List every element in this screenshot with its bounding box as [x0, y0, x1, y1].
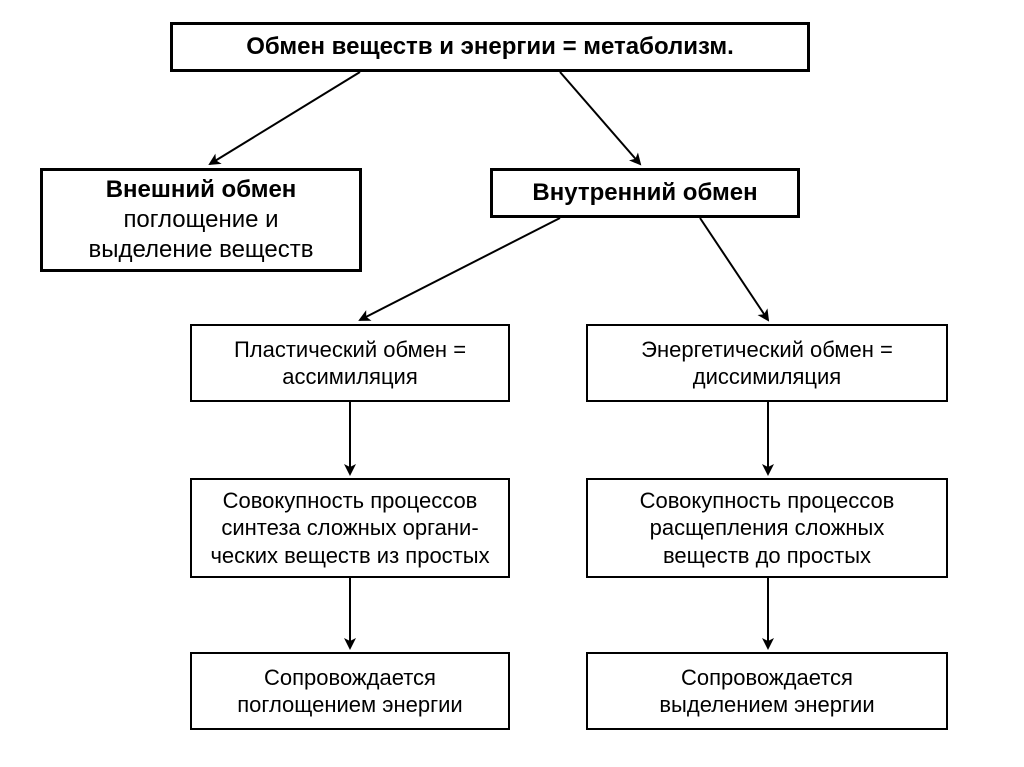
node-synth-line: синтеза сложных органи- — [221, 514, 478, 542]
node-plastic: Пластический обмен =ассимиляция — [190, 324, 510, 402]
edge — [560, 72, 640, 164]
node-energetic-line: диссимиляция — [693, 363, 841, 391]
node-plastic-line: ассимиляция — [282, 363, 418, 391]
node-absorb-line: Сопровождается — [264, 664, 436, 692]
node-external-line: Внешний обмен — [106, 175, 297, 205]
node-energetic: Энергетический обмен =диссимиляция — [586, 324, 948, 402]
node-internal: Внутренний обмен — [490, 168, 800, 218]
edge — [700, 218, 768, 320]
node-split-line: расщепления сложных — [650, 514, 885, 542]
node-plastic-line: Пластический обмен = — [234, 336, 466, 364]
node-release-line: Сопровождается — [681, 664, 853, 692]
node-root: Обмен веществ и энергии = метаболизм. — [170, 22, 810, 72]
node-energetic-line: Энергетический обмен = — [641, 336, 893, 364]
node-external: Внешний обменпоглощение ивыделение вещес… — [40, 168, 362, 272]
node-split-line: Совокупность процессов — [640, 487, 895, 515]
node-internal-line: Внутренний обмен — [532, 178, 757, 208]
flowchart-stage: Обмен веществ и энергии = метаболизм. Вне… — [0, 0, 1024, 767]
node-synth-line: Совокупность процессов — [223, 487, 478, 515]
node-release-line: выделением энергии — [659, 691, 874, 719]
node-root-line: Обмен веществ и энергии = метаболизм. — [246, 32, 734, 62]
node-release: Сопровождаетсявыделением энергии — [586, 652, 948, 730]
node-synth-line: ческих веществ из простых — [210, 542, 489, 570]
node-split-line: веществ до простых — [663, 542, 871, 570]
node-absorb-line: поглощением энергии — [237, 691, 462, 719]
edge — [210, 72, 360, 164]
node-split: Совокупность процессоврасщепления сложны… — [586, 478, 948, 578]
node-absorb: Сопровождаетсяпоглощением энергии — [190, 652, 510, 730]
node-external-line: выделение веществ — [89, 235, 314, 265]
node-synth: Совокупность процессовсинтеза сложных ор… — [190, 478, 510, 578]
edge — [360, 218, 560, 320]
node-external-line: поглощение и — [123, 205, 278, 235]
